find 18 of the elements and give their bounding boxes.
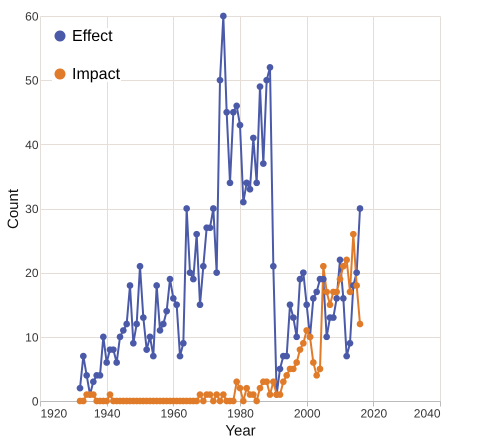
x-tick-label: 1960: [160, 406, 188, 420]
legend-label: Effect: [72, 28, 114, 45]
y-tick-label: 0: [32, 394, 39, 408]
y-tick-label: 50: [25, 74, 39, 88]
x-axis-title: Year: [225, 422, 256, 440]
x-tick-label: 2040: [414, 406, 441, 420]
y-tick-label: 30: [25, 202, 39, 216]
x-tick-label: 2020: [360, 406, 388, 420]
x-tick-label: 1940: [94, 406, 121, 420]
y-tick-label: 10: [25, 330, 39, 344]
y-tick-label: 40: [25, 138, 39, 152]
x-tick-label: 1980: [227, 406, 254, 420]
x-tick-label: 1920: [40, 406, 68, 420]
y-tick-label: 20: [25, 266, 39, 280]
x-tick-label: 2000: [294, 406, 321, 420]
y-tick-label: 60: [25, 10, 39, 24]
y-axis-title: Count: [5, 188, 22, 230]
legend-label: Impact: [72, 66, 121, 83]
